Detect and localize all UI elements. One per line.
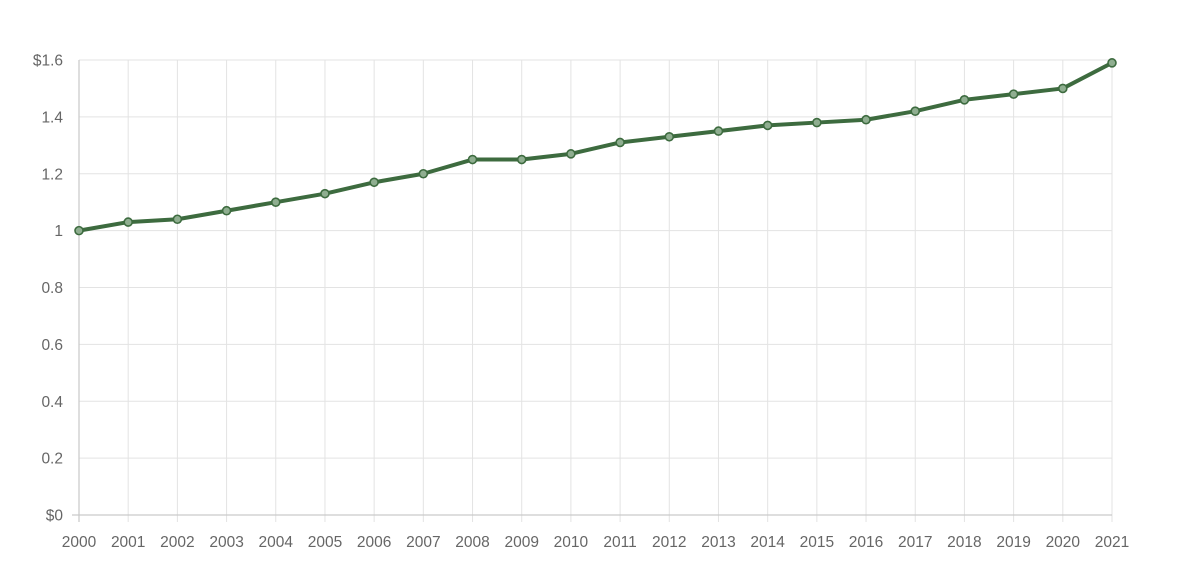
x-tick-label: 2002: [160, 534, 194, 551]
data-point[interactable]: [1008, 89, 1019, 99]
data-point[interactable]: [221, 205, 232, 216]
y-tick-label: 0.4: [41, 394, 63, 411]
data-point[interactable]: [812, 117, 822, 128]
data-point[interactable]: [861, 114, 871, 125]
x-tick-label: 2014: [750, 534, 785, 551]
marker-layer: [74, 58, 1117, 236]
x-tick-label: 2008: [455, 534, 489, 551]
x-tick-label: 2020: [1046, 534, 1081, 551]
data-point[interactable]: [566, 149, 576, 159]
x-tick-label: 2019: [996, 534, 1030, 551]
y-tick-label: 0.2: [41, 451, 63, 468]
axis-layer: [72, 60, 1112, 522]
data-point[interactable]: [615, 137, 625, 148]
series-line: [77, 60, 1114, 233]
y-tick-label: 0.6: [41, 337, 63, 354]
data-point[interactable]: [1058, 83, 1068, 94]
x-tick-label: 2018: [947, 534, 981, 551]
x-tick-label: 2004: [259, 534, 294, 551]
y-tick-label: $0: [46, 508, 64, 525]
x-tick-label: 2015: [800, 534, 834, 551]
data-point[interactable]: [910, 106, 921, 116]
data-point[interactable]: [172, 214, 183, 225]
x-tick-label: 2011: [603, 534, 636, 551]
data-point[interactable]: [270, 197, 281, 207]
x-tick-label: 2012: [652, 534, 686, 551]
x-tick-label: 2021: [1095, 534, 1129, 551]
data-point[interactable]: [320, 188, 330, 199]
data-point[interactable]: [1107, 58, 1117, 68]
x-tick-label: 2003: [209, 534, 243, 551]
x-tick-label: 2005: [308, 534, 342, 551]
data-point[interactable]: [123, 217, 133, 227]
data-point[interactable]: [664, 131, 675, 142]
y-tick-label: $1.6: [33, 53, 63, 70]
data-point[interactable]: [467, 154, 478, 165]
series-layer: [77, 60, 1114, 233]
data-point[interactable]: [713, 126, 724, 136]
x-tick-label: 2016: [849, 534, 883, 551]
y-tick-label: 1: [54, 223, 63, 240]
y-tick-label: 1.2: [41, 166, 63, 183]
data-point[interactable]: [516, 154, 527, 165]
x-tick-label: 2010: [554, 534, 589, 551]
data-point[interactable]: [74, 225, 84, 236]
x-tick-label: 2000: [62, 534, 97, 551]
x-tick-label: 2013: [701, 534, 735, 551]
x-tick-label: 2001: [111, 534, 145, 551]
tick-label-layer: $0 0.2 0.4 0.6 0.8 1 1.2 1.4 $1.6 2000 2001 2002 200…: [33, 53, 1129, 552]
y-tick-label: 0.8: [41, 280, 63, 297]
x-tick-label: 2006: [357, 534, 391, 551]
data-point[interactable]: [369, 177, 379, 188]
data-point[interactable]: [418, 168, 429, 179]
y-tick-label: 1.4: [41, 109, 63, 126]
x-tick-label: 2007: [406, 534, 440, 551]
grid-layer: [79, 59, 1113, 522]
x-tick-label: 2017: [898, 534, 932, 551]
data-point[interactable]: [959, 95, 970, 105]
x-tick-label: 2009: [504, 534, 538, 551]
data-point[interactable]: [762, 120, 773, 131]
